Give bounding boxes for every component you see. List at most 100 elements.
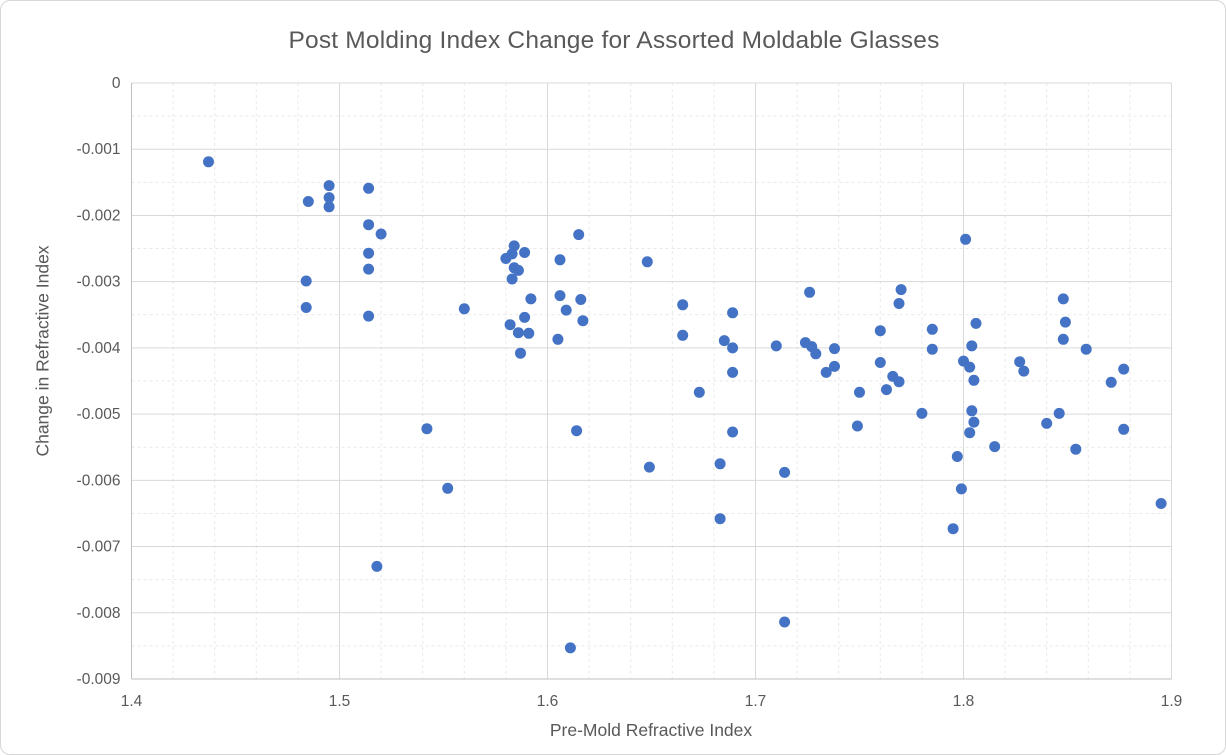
- data-point: [519, 311, 531, 323]
- data-point: [970, 317, 982, 329]
- data-point: [964, 427, 976, 439]
- data-point: [363, 247, 375, 259]
- data-point: [1057, 293, 1069, 305]
- data-point: [512, 264, 524, 276]
- data-point: [677, 329, 689, 341]
- data-point: [966, 405, 978, 417]
- data-point: [1018, 365, 1030, 377]
- data-point: [893, 376, 905, 388]
- data-point: [571, 425, 583, 437]
- data-point: [804, 286, 816, 298]
- data-point: [714, 513, 726, 525]
- data-point: [203, 156, 214, 168]
- data-point: [893, 298, 905, 309]
- data-point: [421, 423, 433, 435]
- data-point: [779, 616, 791, 628]
- data-point: [577, 315, 589, 327]
- data-point: [1118, 363, 1130, 375]
- data-point: [1014, 356, 1026, 368]
- data-point: [641, 256, 653, 268]
- y-tick-label: -0.004: [77, 340, 121, 357]
- data-point: [363, 310, 375, 322]
- x-axis-title: Pre-Mold Refractive Index: [549, 720, 753, 740]
- x-tick-label: 1.6: [537, 693, 559, 710]
- data-point: [1057, 333, 1069, 345]
- data-point: [573, 229, 585, 241]
- data-point: [523, 327, 535, 339]
- data-point: [1118, 423, 1130, 435]
- y-tick-label: -0.007: [77, 539, 121, 556]
- data-point: [960, 233, 972, 245]
- data-point: [951, 451, 963, 462]
- data-point: [1041, 417, 1053, 429]
- data-point: [554, 254, 566, 266]
- y-tick-label: -0.009: [77, 671, 121, 688]
- data-point: [519, 247, 531, 258]
- data-point: [363, 182, 375, 194]
- data-point: [727, 366, 739, 378]
- y-tick-label: -0.002: [77, 207, 121, 224]
- data-point: [512, 327, 524, 339]
- x-tick-label: 1.7: [745, 693, 767, 710]
- data-point: [714, 458, 726, 470]
- data-point: [779, 466, 791, 478]
- data-point: [575, 294, 587, 305]
- data-point: [966, 340, 978, 352]
- data-point: [964, 361, 976, 373]
- data-point: [955, 483, 967, 495]
- data-point: [727, 307, 739, 319]
- data-point: [300, 302, 312, 313]
- data-point: [968, 374, 980, 386]
- data-point: [989, 441, 1001, 453]
- x-tick-label: 1.9: [1161, 693, 1183, 710]
- data-point: [829, 360, 840, 372]
- data-point: [926, 323, 938, 335]
- data-point: [560, 304, 572, 316]
- data-point: [677, 299, 689, 311]
- data-point: [375, 228, 387, 240]
- data-point: [820, 366, 832, 378]
- data-point: [727, 342, 739, 354]
- data-point: [554, 290, 566, 302]
- y-tick-label: -0.006: [77, 472, 121, 489]
- data-point: [874, 325, 886, 337]
- data-point: [515, 347, 526, 359]
- chart-title: Post Molding Index Change for Assorted M…: [288, 27, 940, 54]
- data-point: [895, 284, 907, 296]
- data-point: [1105, 376, 1117, 388]
- data-point: [916, 407, 928, 419]
- data-point: [829, 343, 840, 355]
- data-point: [552, 333, 564, 345]
- y-axis-title: Change in Refractive Index: [32, 245, 53, 457]
- data-point: [727, 426, 739, 438]
- data-point: [851, 420, 863, 432]
- data-point: [643, 461, 655, 473]
- data-point: [1080, 343, 1092, 355]
- data-point: [810, 348, 822, 360]
- data-point: [926, 343, 938, 355]
- data-point: [1070, 443, 1082, 455]
- data-point: [458, 303, 470, 315]
- data-point: [442, 482, 454, 494]
- data-point: [323, 192, 335, 204]
- data-point: [770, 340, 782, 352]
- data-point: [525, 293, 537, 305]
- data-point: [718, 335, 730, 347]
- data-point: [947, 523, 959, 535]
- data-point: [1059, 316, 1071, 328]
- data-point: [881, 384, 892, 396]
- y-tick-label: -0.008: [77, 605, 121, 622]
- data-point: [508, 240, 520, 252]
- data-point: [504, 319, 516, 331]
- x-tick-label: 1.4: [121, 693, 143, 710]
- data-point: [1053, 407, 1065, 419]
- data-point: [363, 219, 375, 231]
- data-point: [506, 273, 518, 285]
- data-point: [1155, 498, 1167, 509]
- data-point: [302, 196, 314, 207]
- data-point: [300, 275, 312, 287]
- data-point: [371, 560, 383, 572]
- x-tick-label: 1.5: [329, 693, 351, 710]
